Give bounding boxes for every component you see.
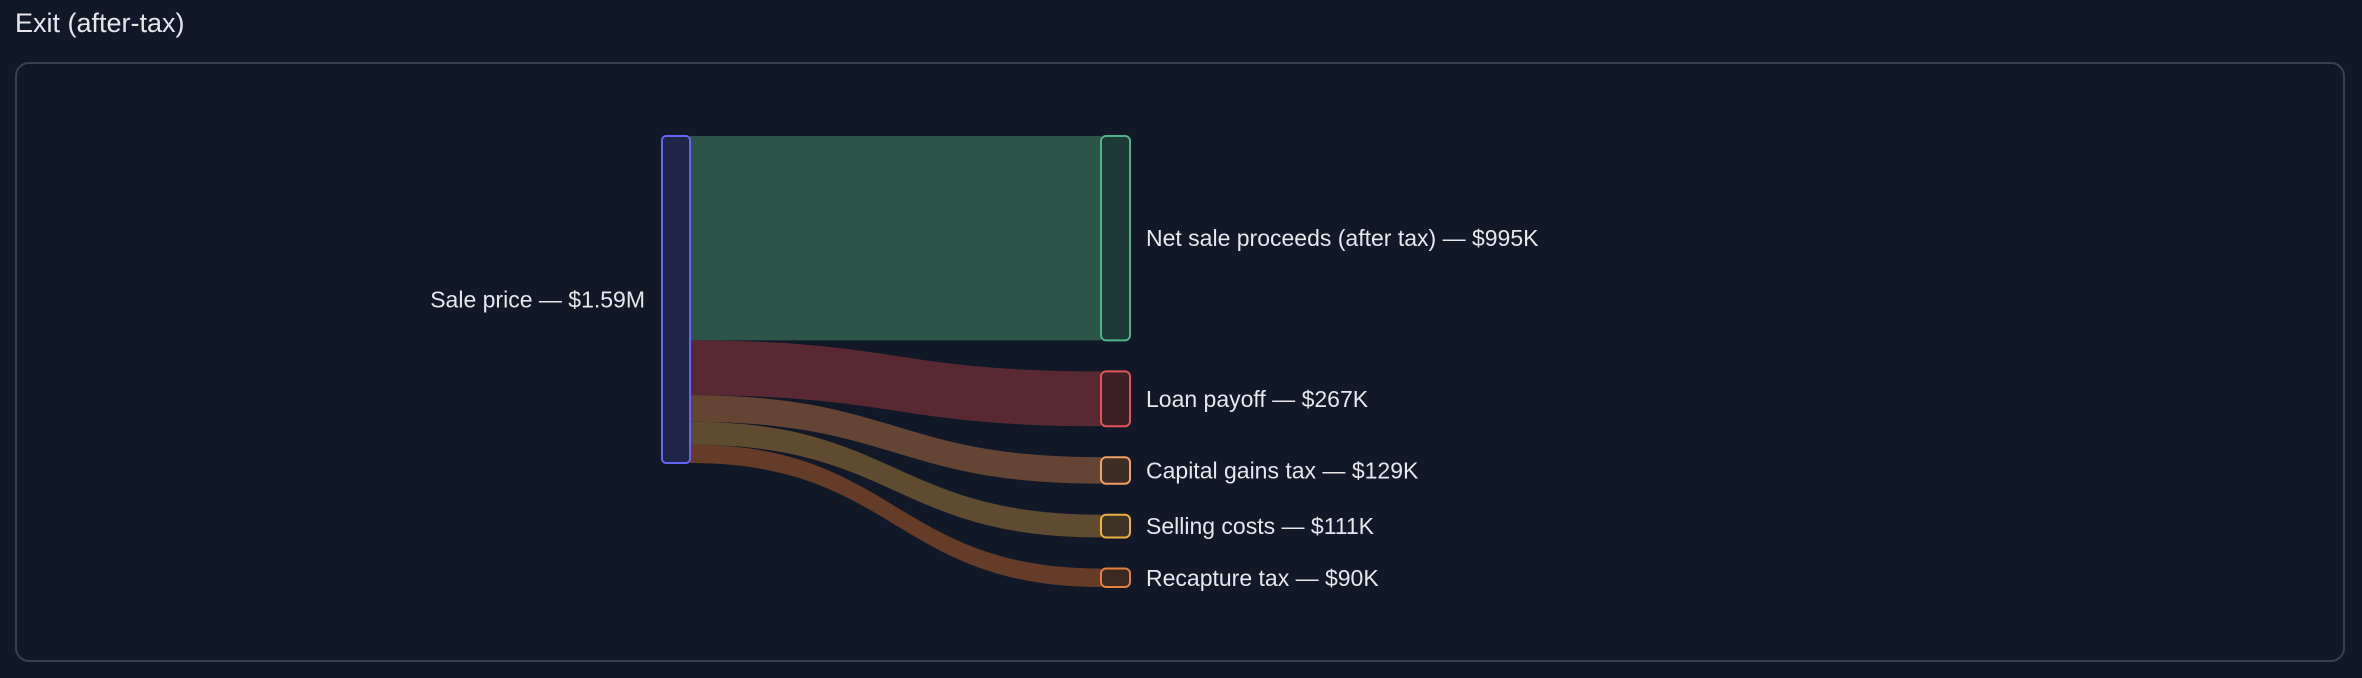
sankey-label-source: Sale price — $1.59M	[430, 287, 645, 313]
sankey-node-source	[661, 135, 691, 464]
sankey-link	[690, 421, 1101, 538]
sankey-label-target: Loan payoff — $267K	[1146, 386, 1369, 412]
sankey-label-target: Capital gains tax — $129K	[1146, 457, 1419, 483]
sankey-node-target	[1100, 135, 1131, 342]
chart-panel	[15, 62, 2345, 662]
sankey-node-target	[1100, 456, 1131, 485]
sankey-link	[690, 395, 1101, 484]
sankey-link	[690, 136, 1101, 341]
sankey-link	[690, 340, 1101, 427]
sankey-label-target: Net sale proceeds (after tax) — $995K	[1146, 225, 1539, 251]
sankey-link	[690, 444, 1101, 587]
sankey-label-target: Recapture tax — $90K	[1146, 565, 1379, 591]
section-title: Exit (after-tax)	[15, 8, 185, 38]
sankey-node-target	[1100, 567, 1131, 588]
sankey-node-target	[1100, 370, 1131, 428]
sankey-node-target	[1100, 513, 1131, 539]
sankey-label-target: Selling costs — $111K	[1146, 513, 1375, 539]
